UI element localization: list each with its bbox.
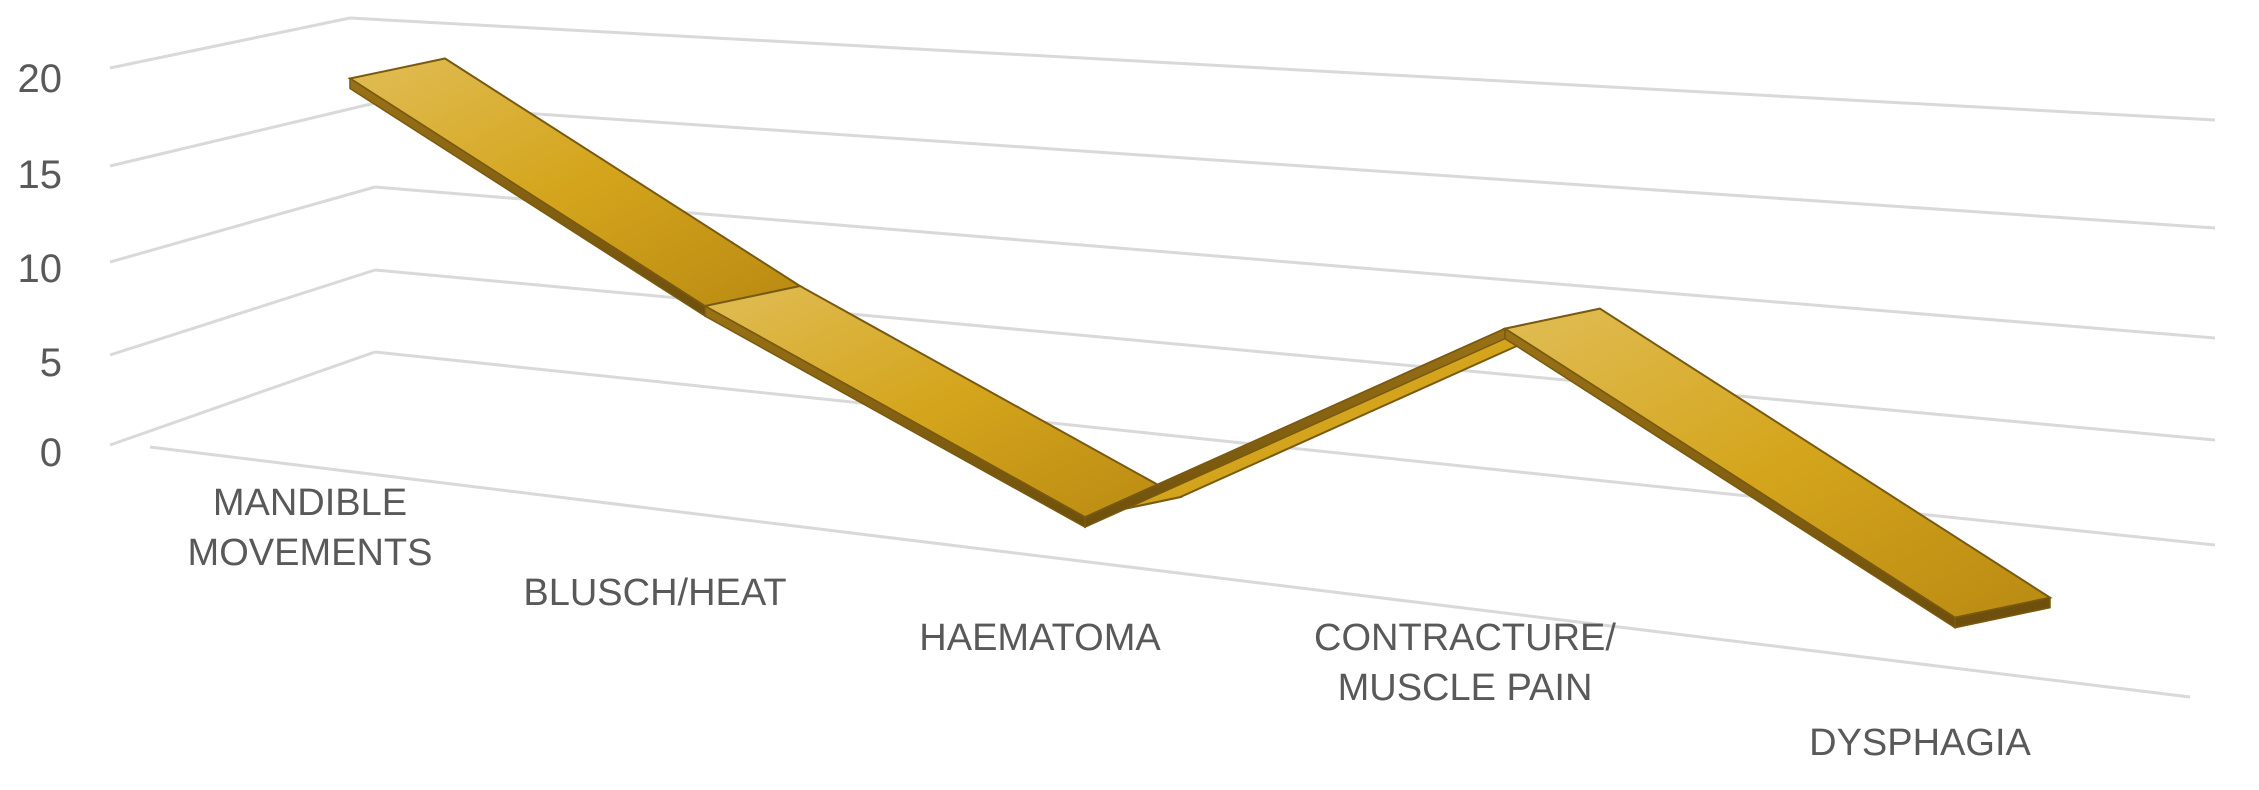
gridline-back	[374, 101, 2216, 230]
gridline-back	[374, 350, 2216, 547]
category-label: HAEMATOMA	[919, 617, 1161, 659]
gridline-side	[109, 268, 376, 357]
y-tick-label: 5	[40, 341, 62, 385]
y-tick-label: 0	[40, 431, 62, 475]
y-axis-labels: 0 5 10 15 20	[18, 57, 63, 475]
gridline-back	[349, 16, 2216, 122]
gridline-side	[109, 185, 376, 264]
gridline-side	[109, 16, 351, 70]
gridline-back	[374, 268, 2216, 442]
ribbon-top-face	[1502, 307, 2053, 619]
category-label: BLUSCH/HEAT	[523, 572, 786, 614]
y-tick-label: 10	[18, 247, 63, 291]
category-label: MANDIBLE MOVEMENTS	[188, 482, 433, 574]
ribbon-end-cap	[1954, 596, 2051, 629]
floor-front-edge	[149, 445, 2191, 699]
category-label: CONTRACTURE/MUSCLE PAIN	[1314, 617, 1616, 709]
ribbon-front-edge	[1084, 327, 1506, 529]
ribbon-top-face	[347, 57, 803, 308]
category-label: DYSPHAGIA	[1809, 722, 2031, 764]
ribbon-top-face	[702, 285, 1183, 519]
category-labels: MANDIBLE MOVEMENTS BLUSCH/HEAT HAEMATOMA CON…	[188, 482, 2032, 764]
y-tick-label: 15	[18, 153, 63, 197]
gridline-side	[109, 350, 376, 447]
gridline-side	[109, 101, 376, 168]
series-ribbon	[347, 57, 2053, 630]
y-tick-label: 20	[18, 57, 63, 101]
